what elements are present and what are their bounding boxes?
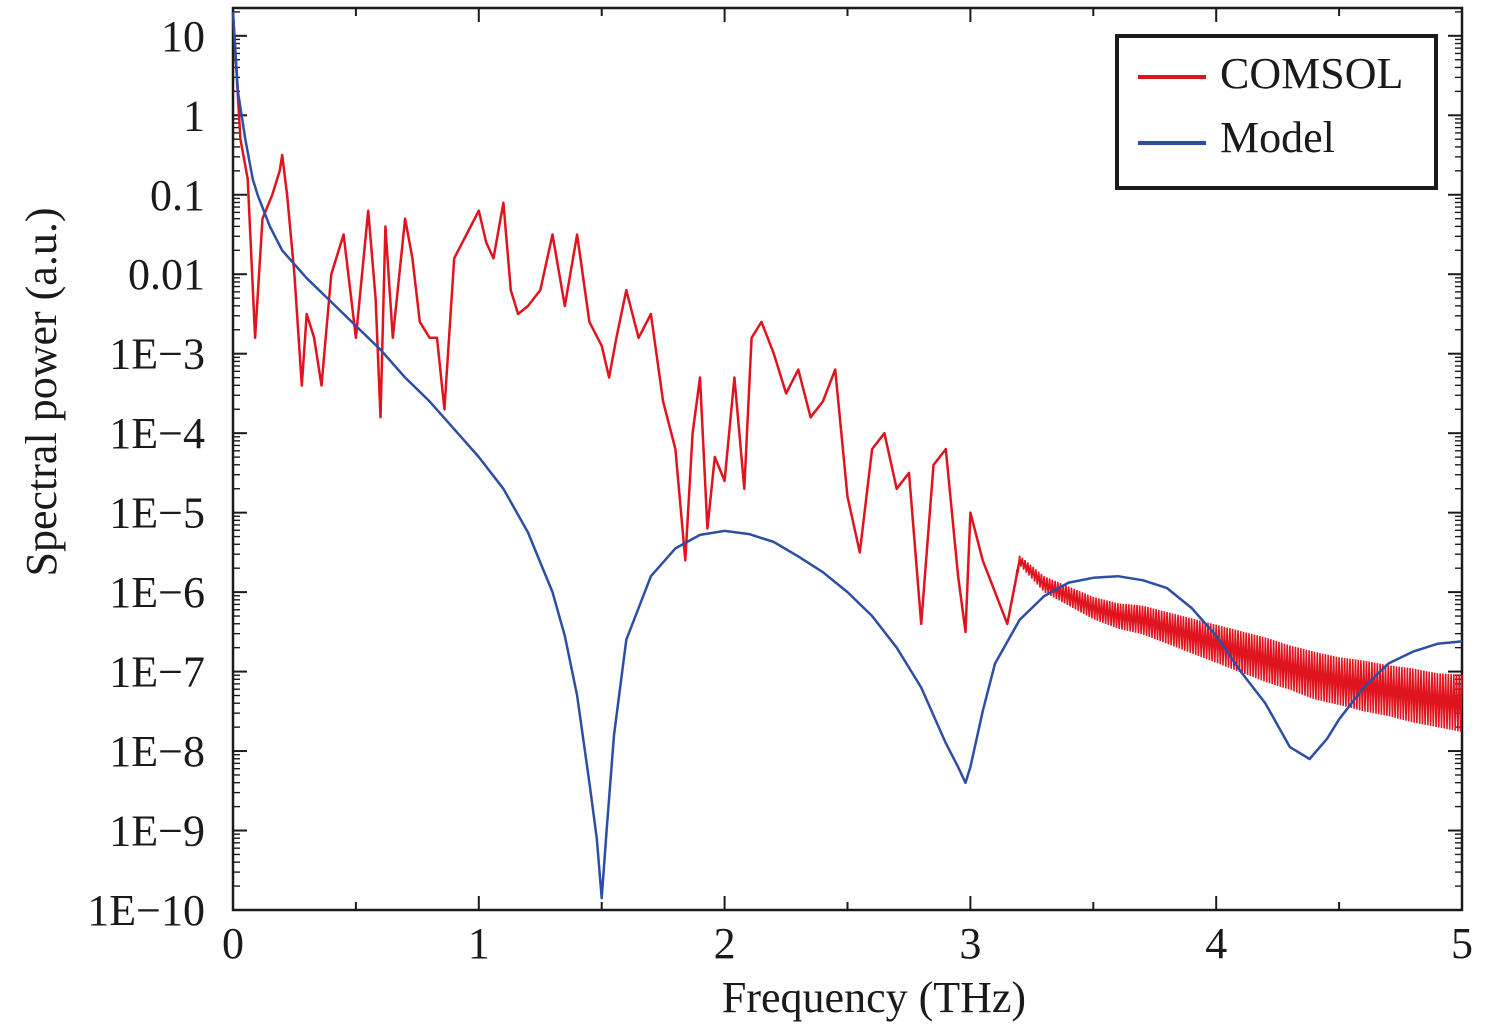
x-tick-label: 3 xyxy=(959,919,981,968)
y-tick-label: 1 xyxy=(183,91,205,140)
y-tick-label: 1E−8 xyxy=(109,727,205,776)
series-layer xyxy=(231,11,1463,900)
x-tick-label: 2 xyxy=(714,919,736,968)
y-tick-label: 1E−9 xyxy=(109,807,205,856)
y-tick-label: 10 xyxy=(161,12,205,61)
x-axis-tick-labels: 0 1 2 3 4 5 xyxy=(222,919,1473,968)
y-tick-label: 1E−6 xyxy=(109,568,205,617)
y-axis-tick-labels: 10 1 0.1 0.01 1E−3 1E−4 1E−5 1E−6 1E−7 1E−8 1E−9 1E… xyxy=(87,12,205,935)
legend-label-model: Model xyxy=(1220,113,1335,162)
legend: COMSOL Model xyxy=(1115,34,1438,190)
legend-box xyxy=(1115,34,1438,190)
x-tick-label: 1 xyxy=(468,919,490,968)
y-tick-label: 1E−10 xyxy=(87,886,205,935)
y-tick-label: 0.01 xyxy=(128,250,205,299)
y-axis-ticks xyxy=(233,11,1462,911)
y-tick-label: 0.1 xyxy=(150,171,205,220)
x-axis-title: Frequency (THz) xyxy=(722,973,1026,1022)
x-axis-ticks xyxy=(232,8,1463,910)
y-axis-title: Spectral power (a.u.) xyxy=(17,208,66,577)
x-tick-label: 0 xyxy=(222,919,244,968)
x-tick-label: 4 xyxy=(1205,919,1227,968)
legend-label-comsol: COMSOL xyxy=(1220,49,1403,98)
y-tick-label: 1E−7 xyxy=(109,648,205,697)
series-line-model xyxy=(231,11,1463,900)
y-tick-label: 1E−4 xyxy=(109,409,205,458)
y-tick-label: 1E−3 xyxy=(109,330,205,379)
series-oscillation-comsol xyxy=(1007,555,1463,732)
x-tick-label: 5 xyxy=(1451,919,1473,968)
y-tick-label: 1E−5 xyxy=(109,489,205,538)
